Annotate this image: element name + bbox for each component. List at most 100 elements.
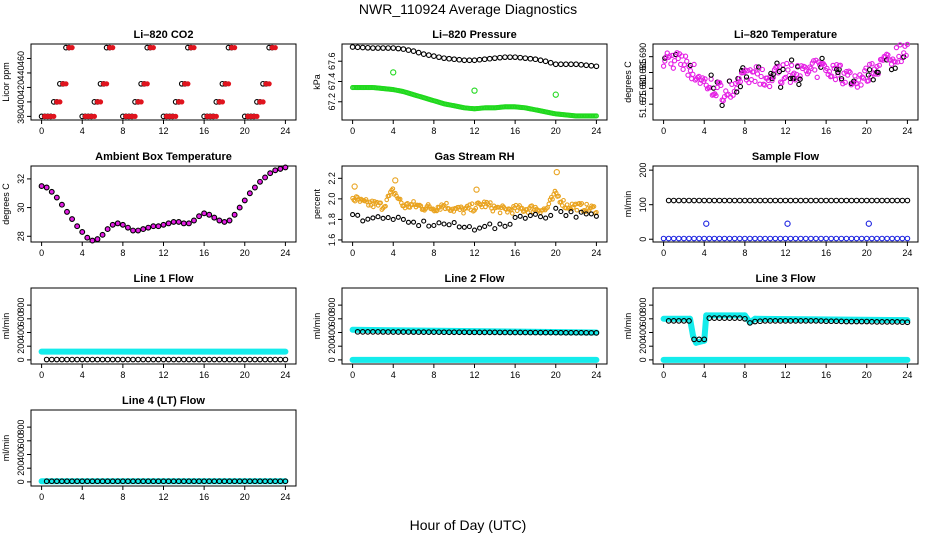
data-point — [473, 205, 479, 211]
data-point — [425, 52, 432, 58]
data-point — [556, 193, 561, 199]
data-point — [213, 113, 219, 119]
y-tick-label: 800 — [16, 420, 26, 435]
y-tick-label: 800 — [327, 298, 337, 313]
data-point — [835, 69, 841, 76]
data-point — [807, 64, 813, 70]
x-tick-label: 4 — [80, 492, 85, 502]
chart-panel-3: Li–820 Temperature degrees C 0 4 8 12 16 20 24 51… — [623, 29, 919, 136]
data-point — [579, 201, 585, 206]
data-point — [819, 55, 825, 62]
data-point — [236, 204, 243, 211]
data-point — [731, 235, 738, 242]
data-point — [742, 315, 748, 322]
data-point — [708, 72, 714, 78]
data-point — [180, 220, 187, 227]
data-point — [497, 210, 503, 216]
data-point — [578, 61, 585, 68]
data-point — [144, 81, 150, 87]
data-point — [48, 356, 55, 363]
x-tick-label: 4 — [80, 248, 85, 258]
data-point — [768, 70, 774, 77]
x-tick-label: 8 — [120, 492, 125, 502]
data-point — [395, 214, 401, 220]
data-point — [808, 197, 814, 204]
y-tick-label: 200 — [327, 339, 337, 354]
data-point — [94, 356, 101, 363]
data-point — [868, 235, 875, 242]
data-point — [889, 235, 896, 242]
data-point — [752, 78, 758, 85]
data-point — [548, 212, 554, 218]
data-point — [593, 329, 600, 336]
data-point — [378, 200, 383, 206]
data-point — [109, 221, 116, 228]
x-tick-label: 20 — [862, 370, 872, 380]
data-point — [365, 216, 371, 222]
chart-title: Ambient Box Temperature — [95, 151, 232, 163]
data-point — [69, 216, 76, 223]
data-point — [352, 198, 358, 204]
data-point — [517, 213, 523, 219]
series-layer — [38, 44, 278, 120]
data-point — [272, 167, 279, 174]
data-point — [899, 197, 906, 204]
data-point — [706, 197, 713, 204]
data-point — [267, 170, 274, 177]
data-point — [522, 55, 529, 62]
data-point — [670, 235, 677, 242]
data-point — [400, 216, 406, 222]
y-tick-label: 51.690 — [638, 43, 648, 71]
data-point — [160, 356, 167, 363]
data-point — [282, 164, 289, 171]
data-point — [848, 197, 855, 204]
chart-panel-7: Line 1 Flow ml/min 0 4 8 12 16 20 24 0 20040060080… — [1, 273, 297, 380]
data-point — [185, 220, 192, 227]
data-point — [57, 99, 63, 105]
data-point — [726, 78, 733, 84]
y-tick-label: 51.675 — [638, 90, 648, 118]
data-point — [837, 62, 844, 68]
y-tick-label: 30 — [16, 203, 26, 213]
data-point — [716, 235, 723, 242]
x-tick-label: 8 — [120, 248, 125, 258]
data-point — [847, 69, 853, 76]
y-tick-label: 100 — [638, 197, 648, 212]
data-point — [251, 184, 258, 191]
data-point — [84, 234, 91, 241]
data-point — [53, 356, 60, 363]
data-point — [701, 197, 708, 204]
data-point — [277, 165, 284, 172]
data-point — [355, 212, 361, 218]
y-tick-label: 440 — [16, 65, 26, 80]
data-point — [706, 235, 713, 242]
data-point — [737, 79, 744, 85]
data-point — [415, 49, 422, 56]
x-tick-label: 20 — [240, 492, 250, 502]
data-point — [191, 217, 197, 224]
y-tick-label: 200 — [638, 163, 648, 178]
plot-frame — [652, 43, 919, 121]
data-point — [527, 55, 534, 62]
y-tick-label: 51.680 — [638, 75, 648, 103]
data-point — [833, 235, 840, 242]
data-point — [509, 210, 515, 216]
data-point — [466, 224, 472, 230]
y-axis-label: percent — [312, 188, 322, 219]
data-point — [711, 197, 718, 204]
data-point — [736, 315, 743, 321]
data-point — [99, 231, 106, 238]
data-point — [175, 218, 182, 225]
data-point — [675, 235, 682, 242]
data-point — [110, 45, 116, 51]
data-point — [874, 197, 880, 204]
data-point — [211, 356, 218, 363]
data-point — [180, 356, 187, 363]
data-point — [260, 99, 266, 105]
x-tick-label: 8 — [431, 370, 436, 380]
data-point — [547, 59, 554, 66]
data-point — [272, 356, 279, 363]
data-point — [502, 54, 508, 61]
plot-frame — [652, 165, 919, 243]
data-point — [810, 58, 817, 64]
